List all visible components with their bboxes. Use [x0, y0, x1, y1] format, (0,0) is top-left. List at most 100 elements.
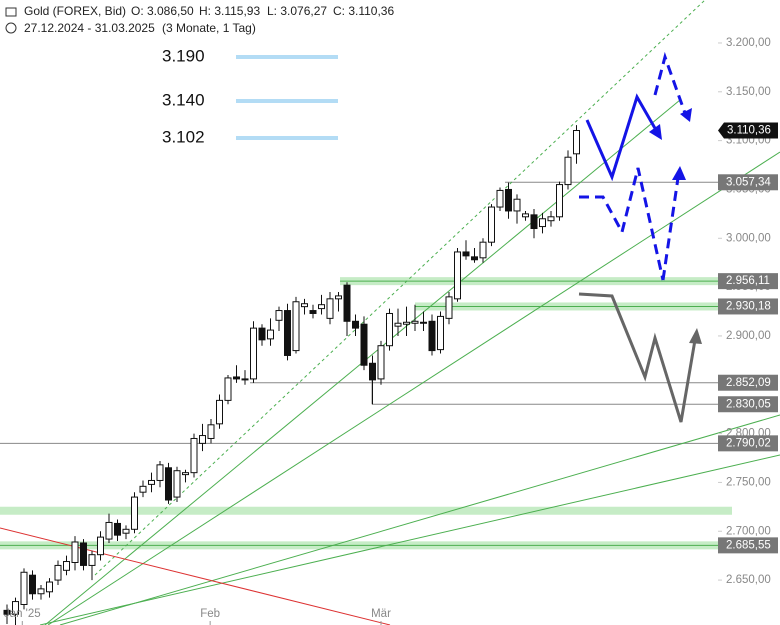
- candle-body: [343, 284, 351, 322]
- candle-body: [564, 156, 572, 186]
- target-label: 3.140: [162, 90, 205, 109]
- candle-body: [547, 216, 555, 222]
- price-box: [718, 122, 778, 139]
- level-label: 3.057,34: [726, 176, 771, 188]
- date-range: 27.12.2024 - 31.03.2025: [24, 21, 155, 35]
- candles: [3, 125, 580, 625]
- candle-body: [471, 256, 478, 261]
- candle-body: [326, 298, 334, 319]
- candle-body: [12, 601, 19, 615]
- arrowhead: [649, 124, 662, 140]
- candle-body: [139, 485, 147, 493]
- ohlc-close: C: 3.110,36: [333, 4, 394, 18]
- projection: [653, 51, 688, 117]
- projection: [579, 167, 665, 281]
- chart-icon: [5, 7, 17, 17]
- candle-body: [80, 542, 87, 566]
- candle-body: [522, 213, 529, 218]
- header: Gold (FOREX, Bid) O: 3.086,50 H: 3.115,9…: [5, 4, 394, 35]
- candle-body: [513, 198, 521, 212]
- candle-body: [275, 310, 283, 321]
- trendline: [0, 527, 391, 625]
- chart-title: Gold (FOREX, Bid): [24, 4, 126, 18]
- y-tick-label: 3.150,00: [726, 86, 771, 98]
- candle-body: [224, 377, 232, 401]
- candle-body: [156, 464, 164, 481]
- y-tick-label: 2.700,00: [726, 525, 771, 537]
- candle-body: [284, 310, 291, 356]
- support-zone: [0, 506, 732, 515]
- level-box: [718, 298, 778, 315]
- level-label: 2.830,05: [726, 398, 771, 410]
- level-label: 2.930,18: [726, 300, 771, 312]
- candle-body: [479, 241, 487, 259]
- trendline: [94, 0, 706, 576]
- candle-body: [20, 571, 28, 605]
- trendline: [47, 151, 780, 625]
- arrowhead: [689, 328, 702, 344]
- y-tick-label: 2.650,00: [726, 574, 771, 586]
- x-tick-label: Jan '25: [4, 608, 41, 620]
- candle-body: [403, 321, 410, 325]
- candle-body: [369, 362, 376, 381]
- candle-body: [394, 322, 402, 327]
- candle-body: [250, 327, 257, 380]
- candle-body: [173, 470, 181, 498]
- level-box: [718, 273, 778, 290]
- candle-body: [318, 304, 325, 310]
- price-label: 3.110,36: [727, 125, 771, 137]
- candle-body: [233, 376, 240, 380]
- candle-body: [462, 251, 470, 257]
- candle-body: [182, 472, 189, 476]
- y-tick-label: 2.750,00: [726, 476, 771, 488]
- ohlc-low: L: 3.076,27: [267, 4, 327, 18]
- y-tick-label: 3.000,00: [726, 232, 771, 244]
- level-label: 2.685,55: [726, 539, 771, 551]
- x-tick-label: Feb: [200, 608, 220, 620]
- projection: [578, 292, 697, 423]
- candle-body: [190, 437, 198, 474]
- candle-body: [71, 541, 79, 563]
- candle-body: [148, 479, 155, 485]
- candle-body: [122, 528, 130, 534]
- x-tick-label: Mär: [371, 608, 391, 620]
- arrowhead: [672, 166, 686, 180]
- candle-body: [352, 320, 359, 329]
- candle-body: [445, 296, 453, 319]
- candle-body: [386, 312, 393, 347]
- candle-body: [216, 399, 223, 425]
- level-box: [718, 374, 778, 391]
- candle-body: [454, 251, 461, 300]
- candle-body: [360, 323, 368, 366]
- arrowhead: [680, 108, 692, 122]
- candle-body: [335, 295, 342, 300]
- level-box: [718, 537, 778, 554]
- candle-body: [88, 554, 96, 566]
- target-label: 3.190: [162, 46, 205, 65]
- candle-body: [241, 378, 249, 381]
- trendline: [59, 414, 780, 625]
- candle-body: [488, 206, 495, 243]
- candle-body: [114, 522, 121, 536]
- y-tick-label: 3.200,00: [726, 37, 771, 49]
- candle-body: [437, 315, 444, 351]
- candle-body: [420, 321, 427, 324]
- y-tick-label: 2.900,00: [726, 330, 771, 342]
- candle-body: [505, 188, 512, 212]
- clock-icon: [5, 22, 17, 34]
- axis: 2.650,002.700,002.750,002.800,002.850,00…: [4, 37, 778, 625]
- candle-body: [556, 184, 563, 218]
- candle-body: [54, 564, 62, 581]
- candle-body: [411, 320, 419, 324]
- levels: [0, 181, 732, 550]
- candle-body: [199, 435, 206, 444]
- candle-body: [165, 467, 172, 501]
- candle-body: [530, 214, 538, 230]
- candle-body: [46, 581, 53, 593]
- candle-body: [63, 561, 70, 571]
- candle-body: [377, 345, 385, 380]
- candle-body: [97, 536, 104, 556]
- projections: [578, 51, 702, 423]
- projection: [585, 93, 662, 182]
